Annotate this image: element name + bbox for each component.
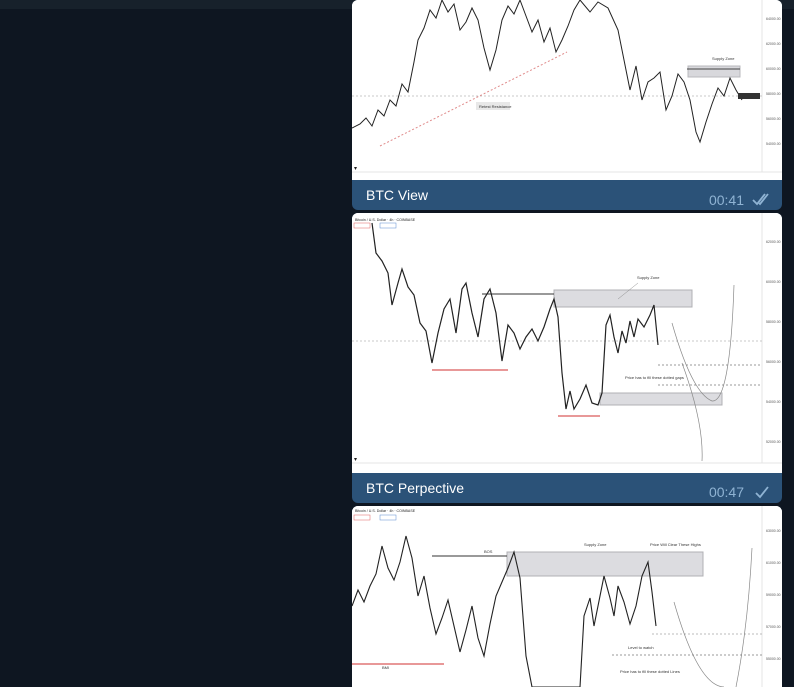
svg-text:58000.00: 58000.00: [766, 92, 781, 96]
message-caption: BTC Perpective: [366, 480, 465, 496]
btc-perspective-chart: Bitcoin / U.S. Dollar · 4h · COINBASE Su…: [352, 213, 782, 473]
retest-label: Retest Resistance: [479, 104, 512, 109]
svg-text:▾: ▾: [354, 166, 357, 172]
supply-zone-label: Supply Zone: [584, 542, 607, 547]
svg-text:62000.00: 62000.00: [766, 42, 781, 46]
svg-text:62000.00: 62000.00: [766, 240, 781, 244]
message-bubble-chart[interactable]: Bitcoin / U.S. Dollar · 4h · COINBASE BO…: [352, 506, 782, 687]
svg-text:▾: ▾: [354, 457, 357, 463]
svg-text:57000.00: 57000.00: [766, 625, 781, 629]
dotted-gaps-note: Price has to fill these dotted gaps: [625, 375, 684, 380]
supply-zone-label: Supply Zone: [712, 56, 735, 61]
svg-text:56000.00: 56000.00: [766, 360, 781, 364]
level-label: Level to watch: [628, 645, 654, 650]
message-time: 00:41: [708, 192, 744, 208]
svg-text:55000.00: 55000.00: [766, 657, 781, 661]
message-bubble-btc-view[interactable]: Supply Zone Retest Resistance 64000.00 62…: [352, 0, 782, 210]
chart-screenshot[interactable]: Bitcoin / U.S. Dollar · 4h · COINBASE BO…: [352, 506, 782, 687]
svg-text:63000.00: 63000.00: [766, 529, 781, 533]
bos-label: BOS: [484, 549, 493, 554]
symbol-label: Bitcoin / U.S. Dollar · 4h · COINBASE: [355, 509, 416, 513]
svg-text:54000.00: 54000.00: [766, 142, 781, 146]
svg-text:60000.00: 60000.00: [766, 280, 781, 284]
chart-screenshot[interactable]: Bitcoin / U.S. Dollar · 4h · COINBASE Su…: [352, 213, 782, 473]
dotted-lines-note: Price has to fill these dotted Lines: [620, 669, 680, 674]
svg-text:BMI: BMI: [382, 665, 389, 670]
supply-zone-label: Supply Zone: [637, 275, 660, 280]
btc-levels-chart: Bitcoin / U.S. Dollar · 4h · COINBASE BO…: [352, 506, 782, 687]
svg-text:60000.00: 60000.00: [766, 67, 781, 71]
chart-screenshot[interactable]: Supply Zone Retest Resistance 64000.00 62…: [352, 0, 782, 180]
btc-view-chart: Supply Zone Retest Resistance 64000.00 62…: [352, 0, 782, 180]
highs-label: Price Will Clear These Highs: [650, 542, 701, 547]
svg-text:59000.00: 59000.00: [766, 593, 781, 597]
svg-text:54000.00: 54000.00: [766, 400, 781, 404]
check-icon: [755, 486, 769, 499]
symbol-label: Bitcoin / U.S. Dollar · 4h · COINBASE: [355, 218, 416, 222]
message-bubble-btc-perpective[interactable]: Bitcoin / U.S. Dollar · 4h · COINBASE Su…: [352, 213, 782, 503]
svg-text:52000.00: 52000.00: [766, 440, 781, 444]
svg-text:58000.00: 58000.00: [766, 320, 781, 324]
message-caption: BTC View: [366, 187, 428, 203]
svg-text:64000.00: 64000.00: [766, 17, 781, 21]
double-check-icon: [752, 193, 769, 206]
message-time: 00:47: [708, 484, 744, 500]
svg-text:61000.00: 61000.00: [766, 561, 781, 565]
svg-text:56000.00: 56000.00: [766, 117, 781, 121]
